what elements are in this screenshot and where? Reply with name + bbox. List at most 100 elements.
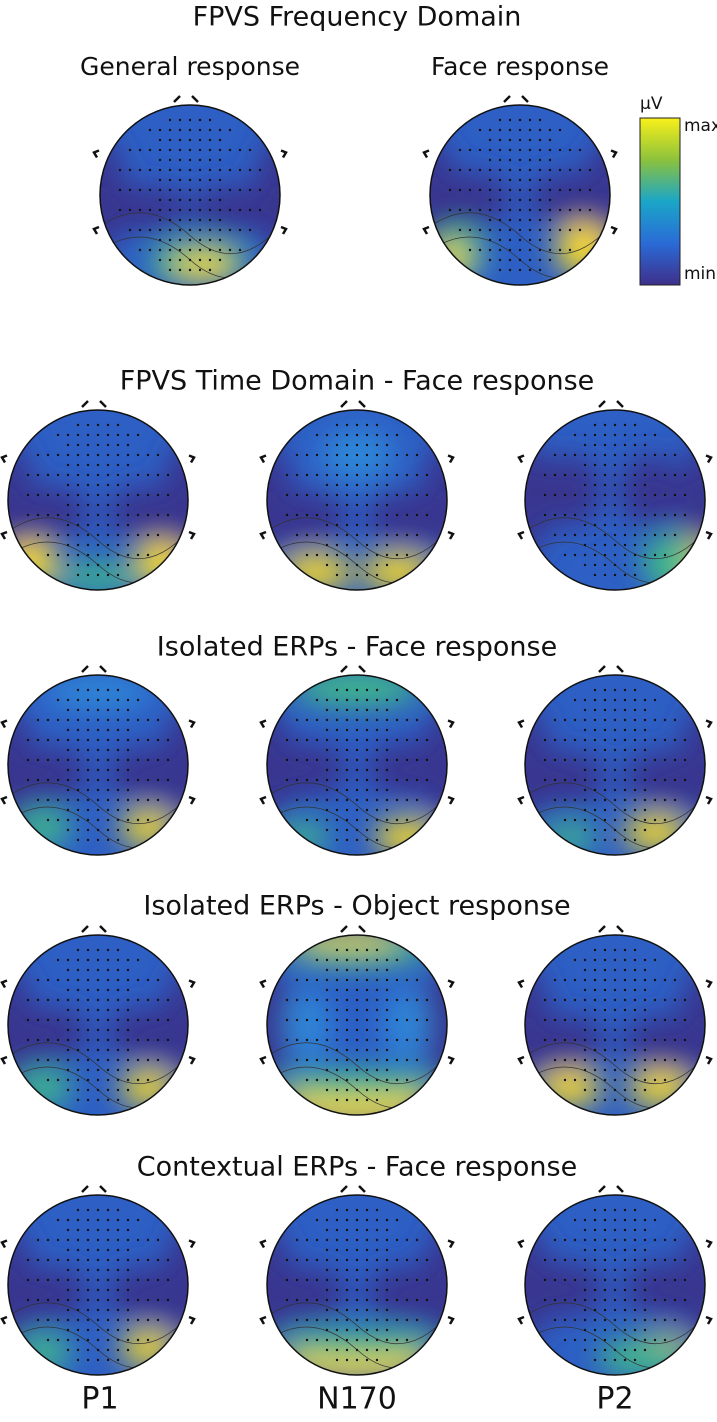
electrode [663,758,667,762]
electrode [365,1288,369,1292]
electrode [126,998,130,1002]
electrode [66,1028,70,1032]
electrode [86,423,90,427]
electrode [325,718,329,722]
electrode [305,1058,309,1062]
electrode [86,1218,90,1222]
electrode [623,1288,627,1292]
electrode [673,453,677,457]
electrode [106,948,110,952]
electrode [633,1358,637,1362]
activity-blob [366,1267,447,1321]
electrode [158,218,162,222]
nose [358,400,366,408]
electrode [458,148,462,152]
electrode [355,1328,359,1332]
electrode [305,1318,309,1322]
electrode [335,768,339,772]
electrode [583,433,587,437]
electrode [315,758,319,762]
electrode [86,728,90,732]
electrode [126,543,130,547]
electrode [623,778,627,782]
electrode [315,453,319,457]
electrode [126,788,130,792]
electrode [345,573,349,577]
electrode [613,1028,617,1032]
electrode [405,778,409,782]
electrode [623,1058,627,1062]
electrode [345,523,349,527]
electrode [345,503,349,507]
nose [503,95,511,103]
electrode [106,523,110,527]
electrode [613,978,617,982]
electrode [593,553,597,557]
electrode [633,423,637,427]
electrode [683,778,687,782]
electrode [528,188,532,192]
electrode [583,758,587,762]
electrode [166,1278,170,1282]
electrode [355,1208,359,1212]
electrode [325,808,329,812]
electrode [136,473,140,477]
electrode [643,1228,647,1232]
electrode [136,1078,140,1082]
electrode [96,838,100,842]
electrode [315,1218,319,1222]
ear [280,149,288,159]
electrode [126,798,130,802]
electrode [86,768,90,772]
electrode [178,168,182,172]
electrode [26,1278,30,1282]
electrode [86,453,90,457]
activity-blob [366,742,447,797]
electrode [365,1338,369,1342]
electrode [593,758,597,762]
electrode [136,998,140,1002]
electrode [325,968,329,972]
electrode [365,718,369,722]
electrode [563,818,567,822]
electrode [66,443,70,447]
electrode [375,1058,379,1062]
electrode [365,1318,369,1322]
nose [340,400,348,408]
electrode [116,553,120,557]
electrode [46,738,50,742]
electrode [355,1068,359,1072]
electrode [468,228,472,232]
electrode [498,188,502,192]
electrode [96,1278,100,1282]
electrode [583,1088,587,1092]
electrode [633,958,637,962]
electrode [86,818,90,822]
electrode [335,998,339,1002]
electrode [623,1028,627,1032]
electrode [116,958,120,962]
electrode [345,708,349,712]
electrode [603,1078,607,1082]
electrode [558,168,562,172]
electrode [96,503,100,507]
electrode [375,718,379,722]
electrode [325,1248,329,1252]
electrode [325,828,329,832]
electrode [46,1278,50,1282]
electrode [643,453,647,457]
electrode [603,463,607,467]
electrode [653,818,657,822]
electrode [325,698,329,702]
electrode [683,758,687,762]
electrode [325,463,329,467]
ear [447,1315,455,1325]
electrode [335,1008,339,1012]
electrode [76,1348,80,1352]
electrode [415,758,419,762]
electrode [46,1258,50,1262]
electrode [375,1318,379,1322]
electrode [583,1328,587,1332]
electrode [643,808,647,812]
electrode [375,1008,379,1012]
